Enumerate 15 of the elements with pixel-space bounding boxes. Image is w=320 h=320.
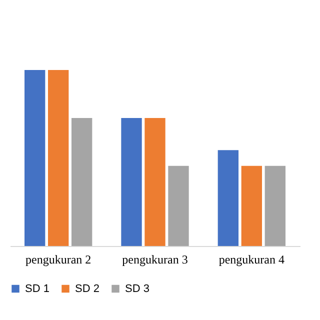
x-tick-label: pengukuran 2 [26, 252, 92, 266]
bar [168, 166, 189, 246]
bar [24, 70, 46, 246]
bar [144, 118, 166, 246]
bar [218, 150, 239, 246]
bar [71, 118, 92, 246]
x-tick-label: pengukuran 4 [218, 252, 284, 266]
bar [264, 166, 286, 246]
bar [121, 118, 142, 246]
bar [48, 70, 69, 246]
bar [241, 166, 262, 246]
x-tick-label: pengukuran 3 [122, 252, 188, 266]
legend-label: SD 2 [75, 282, 100, 295]
legend-label: SD 1 [25, 282, 50, 295]
legend-label: SD 3 [125, 282, 150, 295]
